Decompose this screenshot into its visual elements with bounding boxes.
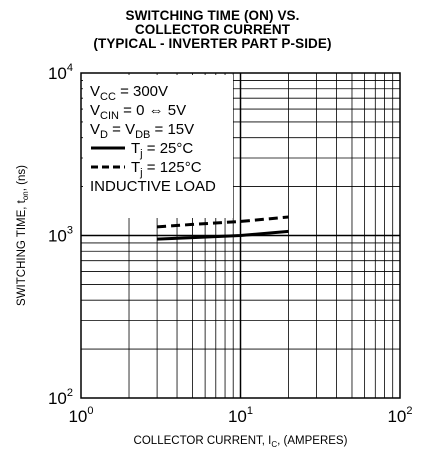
- x-axis-label: COLLECTOR CURRENT, IC, (AMPERES): [134, 435, 348, 449]
- legend-label-tj-125c: Tj = 125°C: [131, 159, 202, 179]
- condition-text: VD = VDB = 15V: [90, 121, 194, 141]
- x-tick-label: 101: [228, 405, 253, 426]
- chart-title-line-2: COLLECTOR CURRENT: [134, 22, 291, 37]
- plot-frame: [80, 72, 401, 399]
- x-tick-label: 102: [387, 405, 412, 426]
- x-tick-label: 100: [68, 405, 93, 426]
- y-tick-label: 103: [48, 225, 73, 246]
- y-axis-label: SWITCHING TIME, ton, (ns): [16, 165, 30, 306]
- y-tick-label: 102: [48, 387, 73, 408]
- series-line-tj-125c: [156, 215, 289, 229]
- chart-title-line-3: (TYPICAL - INVERTER PART P-SIDE): [93, 36, 332, 51]
- note-inductive-load: INDUCTIVE LOAD: [90, 178, 216, 195]
- chart-title-line-1: SWITCHING TIME (ON) VS.: [125, 8, 300, 23]
- series-line-tj-25c: [157, 229, 289, 241]
- legend-label-tj-25c: Tj = 25°C: [131, 140, 193, 160]
- condition-text: VCC = 300V: [90, 83, 168, 103]
- condition-text: VCIN = 0 ⇔ 5V: [90, 102, 186, 122]
- y-tick-label: 104: [48, 62, 73, 83]
